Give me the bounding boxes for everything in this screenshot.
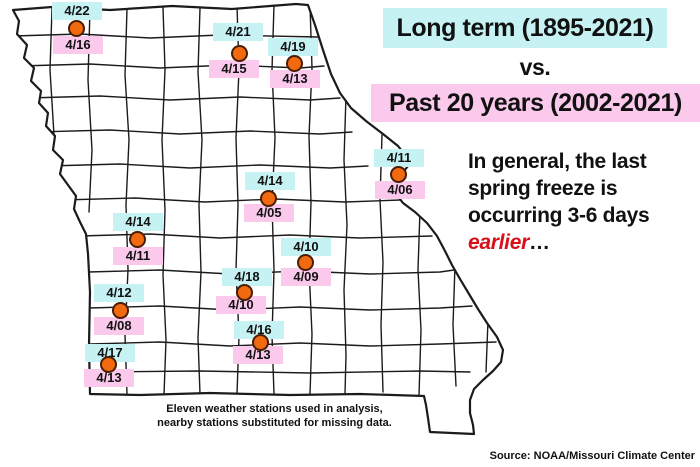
map-caption: Eleven weather stations used in analysis…: [102, 402, 447, 430]
missouri-state-outline: [11, 2, 505, 436]
station-south-central-dot: [236, 284, 253, 301]
caption-line-2: nearby stations substituted for missing …: [157, 417, 392, 429]
station-south-central-longterm-date: 4/18: [222, 268, 272, 286]
caption-line-1: Eleven weather stations used in analysis…: [166, 403, 383, 415]
note-line-2: spring freeze is: [468, 177, 618, 200]
station-south-past20-date: 4/13: [233, 346, 283, 364]
station-north-central-dot: [231, 45, 248, 62]
station-southwest-past20-date: 4/13: [84, 369, 134, 387]
station-east-longterm-date: 4/11: [374, 149, 424, 167]
station-northwest-dot: [68, 20, 85, 37]
station-north-central-longterm-date: 4/21: [213, 23, 263, 41]
station-south-east-past20-date: 4/09: [281, 268, 331, 286]
freeze-trend-note: In general, the last spring freeze is oc…: [468, 148, 698, 256]
legend-past-20-years-title: Past 20 years (2002-2021): [371, 84, 700, 122]
station-west-dot: [112, 302, 129, 319]
station-west-longterm-date: 4/12: [94, 284, 144, 302]
station-south-central-past20-date: 4/10: [216, 296, 266, 314]
legend-long-term-title: Long term (1895-2021): [383, 8, 667, 48]
station-west-central-past20-date: 4/11: [113, 247, 163, 265]
legend-vs-label: vs.: [519, 53, 551, 80]
station-south-east-longterm-date: 4/10: [281, 238, 331, 256]
station-east-past20-date: 4/06: [375, 181, 425, 199]
source-credit: Source: NOAA/Missouri Climate Center: [489, 450, 695, 462]
station-northeast-longterm-date: 4/19: [268, 38, 318, 56]
station-south-dot: [252, 334, 269, 351]
note-line-3: occurring 3-6 days: [468, 204, 650, 227]
station-northeast-past20-date: 4/13: [270, 70, 320, 88]
station-west-past20-date: 4/08: [94, 317, 144, 335]
station-south-longterm-date: 4/16: [234, 321, 284, 339]
note-line-1: In general, the last: [468, 150, 647, 173]
station-north-central-past20-date: 4/15: [209, 60, 259, 78]
station-east-dot: [390, 166, 407, 183]
station-central-longterm-date: 4/14: [245, 172, 295, 190]
station-northwest-past20-date: 4/16: [53, 36, 103, 54]
station-west-central-longterm-date: 4/14: [113, 213, 163, 231]
station-central-past20-date: 4/05: [244, 204, 294, 222]
station-southwest-dot: [100, 356, 117, 373]
earlier-highlight: earlier: [468, 231, 529, 254]
note-ellipsis: …: [528, 231, 550, 254]
station-northeast-dot: [286, 55, 303, 72]
station-south-east-dot: [297, 254, 314, 271]
station-central-dot: [260, 190, 277, 207]
station-west-central-dot: [129, 231, 146, 248]
station-northwest-longterm-date: 4/22: [52, 2, 102, 20]
note-line-4: earlier…: [468, 229, 698, 256]
